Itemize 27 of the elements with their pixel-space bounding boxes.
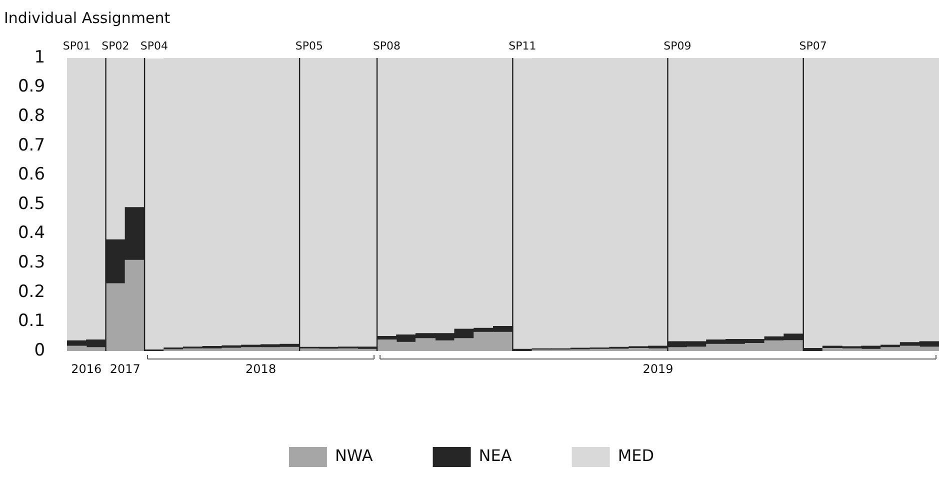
text: 2017 (110, 362, 140, 376)
y-tick-label: 0.6 (18, 164, 46, 185)
y-tick-label: 0.5 (18, 194, 46, 214)
legend-label: NWA (334, 446, 373, 466)
x-tick-label: SP01 (62, 39, 91, 52)
x-tick-label: SP05 (295, 39, 324, 52)
y-tick-label: 0.9 (18, 76, 46, 97)
x-tick-label: SP02 (102, 39, 130, 52)
x-tick-label: SP09 (664, 39, 692, 52)
x-tick-label: SP11 (508, 39, 536, 52)
text: 2016 (71, 362, 102, 376)
legend-label: MED (618, 446, 654, 466)
text: 2018 (246, 362, 276, 376)
x-tick-label: SP04 (140, 39, 168, 52)
y-tick-label: 0.7 (18, 135, 46, 156)
y-tick-label: 1 (34, 47, 46, 68)
y-tick-label: 0.1 (18, 311, 46, 332)
y-tick-label: 0.3 (18, 252, 46, 273)
y-tick-label: 0 (34, 340, 46, 360)
y-tick-label: 0.4 (18, 223, 46, 244)
y-tick-label: 0.2 (18, 282, 46, 302)
x-tick-label: SP08 (372, 39, 401, 52)
x-tick-label: SP07 (799, 39, 827, 52)
text: 2019 (642, 362, 674, 376)
chart-title: Individual Assignment (4, 8, 170, 27)
legend-label: NEA (478, 446, 512, 466)
y-tick-label: 0.8 (18, 106, 46, 126)
